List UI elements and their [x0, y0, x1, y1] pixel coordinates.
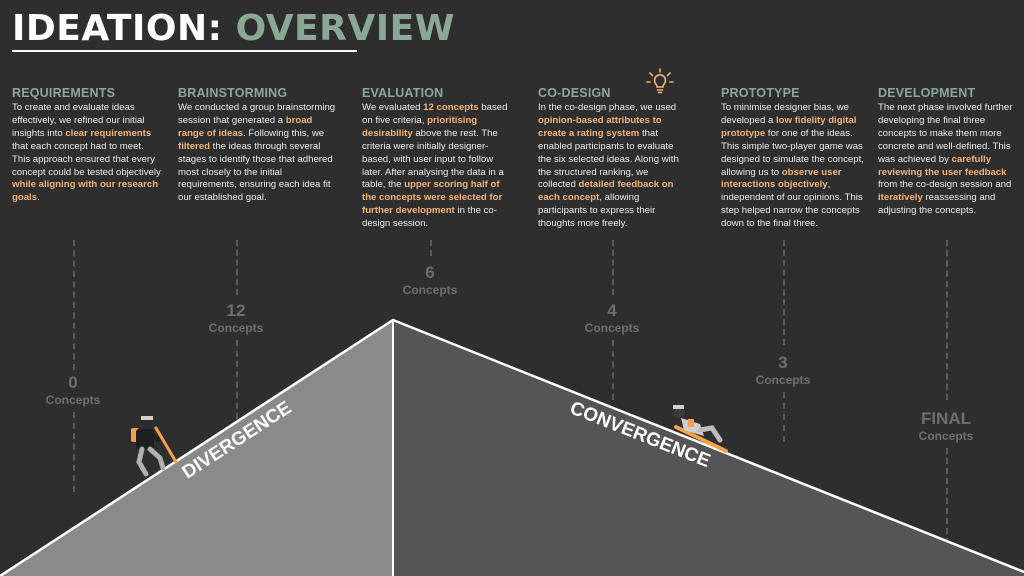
column-body: In the co-design phase, we used opinion-…: [538, 102, 679, 230]
highlight-text: iteratively: [878, 192, 923, 204]
column-body: To minimise designer bias, we developed …: [721, 102, 864, 230]
guide-line: [612, 340, 614, 400]
guide-line: [783, 392, 785, 442]
count-step-2: 6 Concepts: [390, 263, 470, 297]
count-label: Concepts: [208, 321, 264, 335]
count-step-4: 3 Concepts: [743, 353, 823, 387]
column-heading: EVALUATION: [362, 86, 444, 100]
count-step-0: 0 Concepts: [33, 373, 113, 407]
guide-line: [946, 448, 948, 544]
highlight-text: carefully reviewing the user feedback: [878, 153, 1007, 178]
column-body: We conducted a group brainstorming sessi…: [178, 102, 336, 204]
highlight-text: opinion-based attributes to create a rat…: [538, 114, 662, 139]
hiker-figure: [131, 416, 178, 477]
title-part2: OVERVIEW: [235, 8, 455, 49]
highlight-text: detailed feedback on each concept: [538, 179, 674, 204]
column-heading: DEVELOPMENT: [878, 86, 976, 100]
highlight-text: observe user interactions objectively: [721, 166, 842, 191]
column-prototype: PROTOTYPE To minimise designer bias, we …: [721, 86, 867, 231]
column-body: We evaluated 12 concepts based on five c…: [362, 102, 508, 230]
count-label: Concepts: [584, 321, 640, 335]
column-body: The next phase involved further developi…: [878, 102, 1013, 217]
highlight-text: 12 concepts: [423, 102, 479, 113]
column-requirements: REQUIREMENTS To create and evaluate idea…: [12, 86, 162, 205]
column-body: To create and evaluate ideas effectively…: [12, 102, 161, 204]
column-development: DEVELOPMENT The next phase involved furt…: [878, 86, 1018, 218]
count-value: 3: [778, 353, 788, 372]
highlight-text: filtered: [178, 140, 210, 152]
highlight-text: clear requirements: [65, 127, 152, 139]
column-heading: CO-DESIGN: [538, 86, 611, 100]
guide-line: [783, 240, 785, 345]
title-underline: [12, 50, 357, 52]
count-label: Concepts: [918, 429, 974, 443]
count-value: 12: [226, 301, 246, 320]
guide-line: [430, 240, 432, 256]
guide-line: [236, 240, 238, 295]
lightbulb-icon: [646, 68, 674, 94]
sliding-figure: [673, 405, 728, 453]
count-value: 0: [68, 373, 78, 392]
count-label: Concepts: [402, 283, 458, 297]
guide-line: [946, 240, 948, 400]
guide-line: [236, 340, 238, 440]
title-part1: IDEATION:: [12, 8, 223, 49]
count-value: 4: [607, 301, 617, 320]
count-value: FINAL: [920, 409, 972, 428]
count-label: Concepts: [45, 393, 101, 407]
count-step-1: 12 Concepts: [196, 301, 276, 335]
highlight-text: while aligning with our research goals: [12, 179, 159, 204]
column-heading: PROTOTYPE: [721, 86, 800, 100]
count-step-final: FINAL Concepts: [906, 409, 986, 443]
page-title: IDEATION: OVERVIEW: [12, 8, 455, 49]
count-step-3: 4 Concepts: [572, 301, 652, 335]
column-heading: REQUIREMENTS: [12, 86, 116, 100]
count-label: Concepts: [755, 373, 811, 387]
column-brainstorming: BRAINSTORMING We conducted a group brain…: [178, 86, 336, 205]
highlight-text: upper scoring half of the concepts were …: [362, 179, 503, 217]
highlight-text: broad range of ideas: [178, 114, 313, 139]
highlight-text: prioritising desirability: [362, 114, 478, 139]
guide-line: [612, 240, 614, 295]
column-evaluation: EVALUATION We evaluated 12 concepts base…: [362, 86, 512, 231]
highlight-text: low fidelity digital prototype: [721, 114, 857, 139]
guide-line: [73, 412, 75, 492]
count-value: 6: [425, 263, 435, 282]
column-co-design: CO-DESIGN In the co-design phase, we use…: [538, 86, 688, 231]
column-heading: BRAINSTORMING: [178, 86, 288, 100]
guide-line: [73, 240, 75, 370]
